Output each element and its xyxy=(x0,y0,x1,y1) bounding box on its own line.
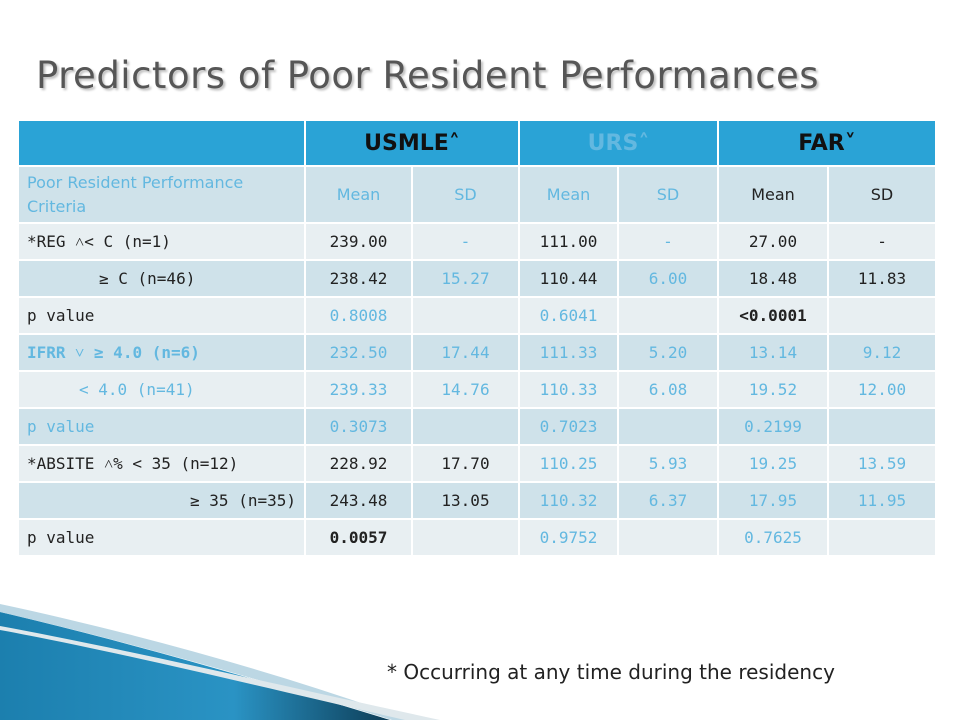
cell: 110.32 xyxy=(518,481,619,520)
cell: 111.00 xyxy=(518,222,619,261)
cell: 5.93 xyxy=(617,444,719,483)
cell xyxy=(617,296,719,335)
cell: 0.0057 xyxy=(304,518,413,557)
cell: 0.6041 xyxy=(518,296,619,335)
cell: 0.9752 xyxy=(518,518,619,557)
cell: 243.48 xyxy=(304,481,413,520)
cell: - xyxy=(411,222,520,261)
cell xyxy=(411,407,520,446)
header-blank-cell xyxy=(17,119,306,167)
cell xyxy=(617,518,719,557)
cell: 111.33 xyxy=(518,333,619,372)
row-label: p value xyxy=(17,296,306,335)
cell: 11.83 xyxy=(826,259,938,298)
urs-sd-header: SD xyxy=(617,165,719,224)
table-row: ≥ C (n=46) 238.42 15.27 110.44 6.00 18.4… xyxy=(17,259,938,298)
cell: 110.44 xyxy=(518,259,619,298)
footnote: * Occurring at any time during the resid… xyxy=(387,660,835,684)
cell: 6.37 xyxy=(617,481,719,520)
cell: 18.48 xyxy=(717,259,829,298)
cell: 5.20 xyxy=(617,333,719,372)
table-header-row: USMLE˄ URS˄ FAR˅ xyxy=(17,119,938,167)
table-row: *ABSITE ˄% < 35 (n=12) 228.92 17.70 110.… xyxy=(17,444,938,483)
row-label: p value xyxy=(17,518,306,557)
cell xyxy=(411,296,520,335)
cell: 0.2199 xyxy=(717,407,829,446)
cell: <0.0001 xyxy=(717,296,829,335)
cell: 110.33 xyxy=(518,370,619,409)
far-sd-header: SD xyxy=(826,165,938,224)
cell: 228.92 xyxy=(304,444,413,483)
cell: 14.76 xyxy=(411,370,520,409)
cell: 6.08 xyxy=(617,370,719,409)
table-row: < 4.0 (n=41) 239.33 14.76 110.33 6.08 19… xyxy=(17,370,938,409)
cell: 17.95 xyxy=(717,481,829,520)
cell: 0.7023 xyxy=(518,407,619,446)
cell: 15.27 xyxy=(411,259,520,298)
row-label: < 4.0 (n=41) xyxy=(17,370,306,409)
row-label: *ABSITE ˄% < 35 (n=12) xyxy=(17,444,306,483)
table-row: IFRR ˅ ≥ 4.0 (n=6) 232.50 17.44 111.33 5… xyxy=(17,333,938,372)
row-label: *REG ˄< C (n=1) xyxy=(17,222,306,261)
cell xyxy=(617,407,719,446)
table-subheader-row: Poor Resident Performance Criteria Mean … xyxy=(17,165,938,224)
cell: - xyxy=(826,222,938,261)
far-mean-header: Mean xyxy=(717,165,829,224)
header-urs: URS˄ xyxy=(518,119,719,167)
table-row: ≥ 35 (n=35) 243.48 13.05 110.32 6.37 17.… xyxy=(17,481,938,520)
usmle-sd-header: SD xyxy=(411,165,520,224)
row-label: ≥ 35 (n=35) xyxy=(17,481,306,520)
cell: 11.95 xyxy=(826,481,938,520)
cell: 0.3073 xyxy=(304,407,413,446)
header-far: FAR˅ xyxy=(716,119,938,167)
table-row: *REG ˄< C (n=1) 239.00 - 111.00 - 27.00 … xyxy=(17,222,938,261)
cell: 9.12 xyxy=(826,333,938,372)
cell: 239.33 xyxy=(304,370,413,409)
cell: 238.42 xyxy=(304,259,413,298)
row-label: p value xyxy=(17,407,306,446)
predictors-table: USMLE˄ URS˄ FAR˅ Poor Resident Performan… xyxy=(17,119,938,557)
cell: - xyxy=(617,222,719,261)
header-usmle: USMLE˄ xyxy=(304,119,520,167)
table-row: p value 0.0057 0.9752 0.7625 xyxy=(17,518,938,557)
cell: 110.25 xyxy=(518,444,619,483)
cell: 13.59 xyxy=(826,444,938,483)
cell: 232.50 xyxy=(304,333,413,372)
cell: 13.05 xyxy=(411,481,520,520)
cell: 27.00 xyxy=(717,222,829,261)
cell: 19.52 xyxy=(717,370,829,409)
criteria-header: Poor Resident Performance Criteria xyxy=(17,165,306,224)
cell xyxy=(826,518,938,557)
cell: 12.00 xyxy=(826,370,938,409)
urs-mean-header: Mean xyxy=(518,165,619,224)
row-label: ≥ C (n=46) xyxy=(17,259,306,298)
cell: 6.00 xyxy=(617,259,719,298)
cell: 13.14 xyxy=(717,333,829,372)
cell: 0.7625 xyxy=(717,518,829,557)
cell xyxy=(826,407,938,446)
usmle-mean-header: Mean xyxy=(304,165,413,224)
cell: 17.44 xyxy=(411,333,520,372)
cell: 17.70 xyxy=(411,444,520,483)
table-row: p value 0.3073 0.7023 0.2199 xyxy=(17,407,938,446)
cell xyxy=(826,296,938,335)
cell: 19.25 xyxy=(717,444,829,483)
row-label: IFRR ˅ ≥ 4.0 (n=6) xyxy=(17,333,306,372)
cell: 239.00 xyxy=(304,222,413,261)
cell xyxy=(411,518,520,557)
page-title: Predictors of Poor Resident Performances xyxy=(36,54,820,97)
table-row: p value 0.8008 0.6041 <0.0001 xyxy=(17,296,938,335)
cell: 0.8008 xyxy=(304,296,413,335)
